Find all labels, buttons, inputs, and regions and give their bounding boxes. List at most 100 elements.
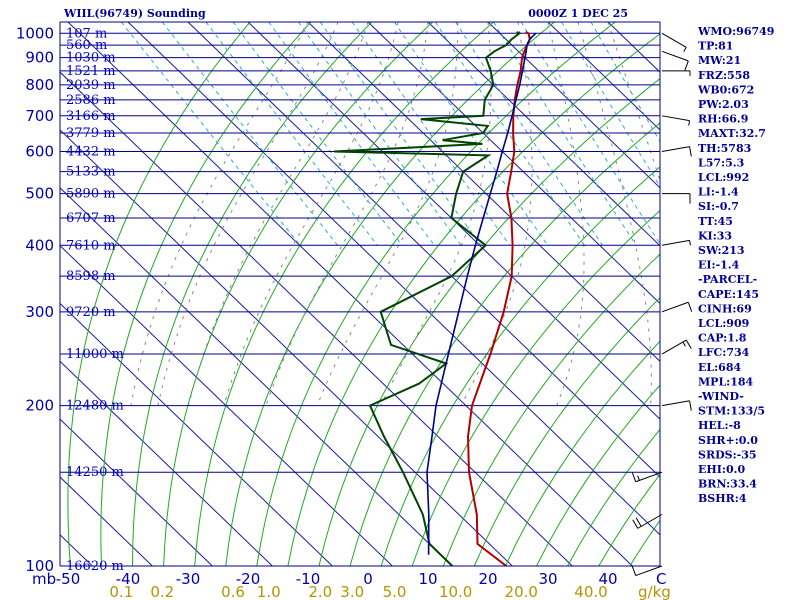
mixing-ratio-line xyxy=(205,22,378,246)
index-line: MPL:184 xyxy=(698,375,754,388)
pressure-label: 600 xyxy=(25,142,54,160)
dry-adiabat xyxy=(100,22,312,566)
isotherm-line xyxy=(60,71,573,566)
isotherm-line xyxy=(247,22,660,420)
index-line: -PARCEL- xyxy=(698,273,757,286)
dry-adiabat xyxy=(132,22,373,566)
index-line: TH:5783 xyxy=(698,142,751,155)
height-label: 3166 m xyxy=(66,109,116,124)
height-label: 6707 m xyxy=(66,211,116,226)
mixing-ratio-label: 5.0 xyxy=(383,583,407,600)
pressure-label: 900 xyxy=(25,49,54,67)
dry-adiabat xyxy=(163,22,434,566)
wind-barb xyxy=(662,70,691,76)
dry-adiabat xyxy=(411,209,660,566)
height-label: 9720 m xyxy=(66,305,116,320)
moist-adiabat xyxy=(460,22,533,406)
index-line: SRDS:-35 xyxy=(698,448,757,461)
mixing-ratio-label: 1.0 xyxy=(257,583,281,600)
index-line: EL:684 xyxy=(698,361,741,374)
wind-barb xyxy=(661,146,692,157)
index-line: L57:5.3 xyxy=(698,156,744,169)
height-label: 14250 m xyxy=(66,465,124,480)
pressure-label: 200 xyxy=(25,397,54,415)
wind-barb xyxy=(662,193,691,204)
mixing-ratio-line xyxy=(394,22,549,246)
index-line: EHI:0.0 xyxy=(698,463,745,476)
index-line: MW:21 xyxy=(698,54,741,67)
moist-adiabat xyxy=(157,22,339,406)
wind-barb xyxy=(661,301,693,313)
dry-adiabat xyxy=(442,253,660,566)
isotherm-line xyxy=(60,302,333,566)
pressure-label: 400 xyxy=(25,236,54,254)
pressure-label: 100 xyxy=(25,557,54,575)
index-line: LCL:992 xyxy=(698,171,749,184)
temperature-label: 20 xyxy=(478,570,497,588)
index-line: LFC:734 xyxy=(698,346,750,359)
index-line: WB0:672 xyxy=(697,83,754,96)
index-line: BRN:33.4 xyxy=(698,478,757,491)
index-line: WMO:96749 xyxy=(697,25,774,38)
moist-adiabat xyxy=(547,22,585,406)
index-line: SW:213 xyxy=(698,244,745,257)
index-line: SHR+:0.0 xyxy=(698,434,758,447)
mixing-ratio-line xyxy=(455,22,603,246)
mixing-ratio-label: 20.0 xyxy=(505,583,538,600)
dry-adiabat xyxy=(67,22,251,566)
height-label: 107 m xyxy=(66,26,107,41)
temperature-label: -40 xyxy=(116,570,141,588)
height-label: 560 m xyxy=(66,38,107,53)
mixing-ratio-line xyxy=(351,22,511,246)
wind-barb xyxy=(661,32,687,52)
mixing-ratio-label: 10.0 xyxy=(439,583,472,600)
height-label: 4432 m xyxy=(66,144,116,159)
dry-adiabat xyxy=(473,296,660,566)
index-line: SI:-0.7 xyxy=(698,200,739,213)
isotherm-line xyxy=(60,129,513,566)
height-label: 7610 m xyxy=(66,238,116,253)
wind-barb xyxy=(631,565,663,577)
index-line: MAXT:32.7 xyxy=(698,127,766,140)
index-line: BSHR:4 xyxy=(698,492,747,505)
isotherm-line xyxy=(427,22,660,247)
isotherm-line xyxy=(60,418,213,566)
index-line: LI:-1.4 xyxy=(698,186,739,199)
mixing-ratio-line xyxy=(268,22,435,246)
temperature-label: -30 xyxy=(176,570,201,588)
index-line: -WIND- xyxy=(698,390,744,403)
height-label: 3779 m xyxy=(66,126,116,141)
moist-adiabat xyxy=(607,22,660,182)
temperature-label: 30 xyxy=(538,570,557,588)
index-line: TT:45 xyxy=(698,215,733,228)
temperature-unit-label: C xyxy=(656,570,666,588)
dry-adiabat xyxy=(194,22,494,566)
dry-adiabat xyxy=(505,340,660,566)
isotherm-line xyxy=(127,22,660,536)
temperature-label: -20 xyxy=(236,570,261,588)
sounding-series-line xyxy=(334,31,522,566)
pressure-label: 1000 xyxy=(16,24,54,42)
height-label: 12480 m xyxy=(66,399,124,414)
height-label: 16620 m xyxy=(66,559,124,574)
mixing-ratio-label: 2.0 xyxy=(308,583,332,600)
mixing-ratio-line xyxy=(435,22,585,246)
wind-barb xyxy=(631,471,663,483)
mixing-ratio-line xyxy=(120,22,301,246)
moist-adiabat xyxy=(130,22,309,406)
index-line: EI:-1.4 xyxy=(698,259,740,272)
mixing-ratio-line xyxy=(561,22,660,188)
temperature-label: 0 xyxy=(363,570,373,588)
index-line: FRZ:558 xyxy=(698,69,750,82)
index-line: HEL:-8 xyxy=(698,419,741,432)
isotherm-line xyxy=(67,22,633,566)
dry-adiabat xyxy=(318,78,660,566)
dry-adiabat xyxy=(256,22,616,566)
mixing-ratio-line xyxy=(590,22,660,143)
mixing-ratio-label: 0.6 xyxy=(221,583,245,600)
mixing-ratio-line xyxy=(297,22,462,246)
height-label: 2039 m xyxy=(66,78,116,93)
isotherm-line xyxy=(307,22,660,363)
chart-time: 0000Z 1 DEC 25 xyxy=(528,7,628,20)
